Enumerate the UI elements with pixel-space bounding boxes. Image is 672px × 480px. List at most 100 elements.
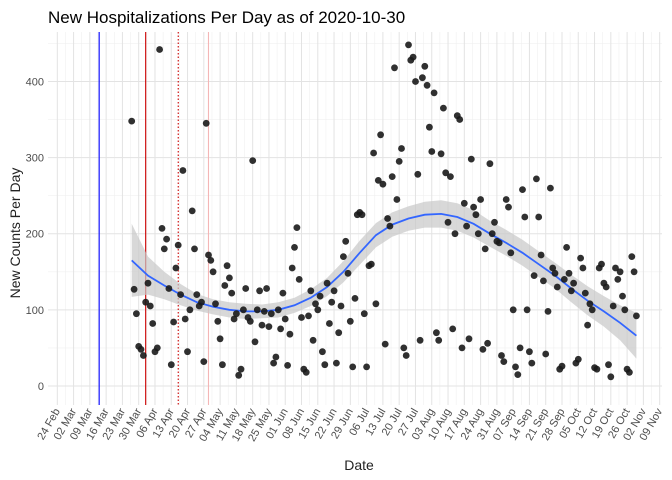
data-point: [512, 363, 519, 371]
data-point: [242, 285, 250, 292]
data-point: [502, 196, 510, 203]
data-point: [253, 306, 261, 314]
data-point: [323, 279, 331, 287]
data-point: [537, 251, 545, 259]
data-point: [477, 196, 484, 203]
data-point: [398, 145, 405, 152]
data-point: [344, 269, 352, 277]
data-point: [523, 306, 531, 314]
data-point: [565, 269, 573, 277]
data-point: [263, 285, 270, 292]
data-point: [570, 279, 577, 287]
data-point: [316, 292, 324, 300]
y-tick-label: 200: [26, 229, 44, 241]
data-point: [214, 317, 222, 325]
data-point: [470, 203, 477, 211]
data-point: [219, 361, 226, 369]
data-point: [377, 131, 384, 139]
data-point: [388, 173, 396, 181]
data-point: [265, 323, 273, 330]
data-point: [186, 306, 194, 314]
data-point: [346, 317, 354, 325]
data-point: [500, 358, 508, 365]
data-point: [279, 289, 287, 297]
confidence-band-area: [131, 200, 637, 359]
data-point: [391, 64, 398, 72]
data-point: [402, 352, 410, 359]
data-point: [170, 318, 178, 326]
data-point: [621, 306, 629, 314]
data-point: [456, 116, 464, 123]
data-point: [628, 253, 636, 260]
data-point: [463, 222, 470, 230]
data-point: [433, 329, 440, 337]
data-point: [160, 245, 168, 253]
data-point: [144, 279, 152, 287]
data-point: [293, 224, 301, 232]
data-point: [333, 359, 340, 367]
data-point: [314, 306, 322, 314]
data-point: [288, 264, 296, 272]
data-point: [379, 180, 387, 188]
data-point: [444, 218, 452, 226]
data-point: [302, 368, 310, 376]
data-point: [349, 363, 357, 371]
data-point: [614, 276, 622, 283]
data-point: [284, 362, 291, 369]
data-point: [207, 257, 215, 264]
plot-area: [48, 32, 662, 405]
data-point: [626, 368, 633, 376]
data-point: [498, 352, 505, 359]
data-point: [212, 300, 219, 308]
data-point: [246, 317, 254, 325]
data-point: [233, 310, 240, 318]
data-point: [209, 268, 217, 276]
data-point: [586, 300, 594, 308]
data-point: [256, 287, 263, 295]
data-point: [514, 371, 522, 378]
data-point: [179, 167, 187, 174]
data-point: [149, 320, 157, 327]
data-point: [605, 361, 612, 369]
data-point: [200, 358, 208, 365]
data-point: [414, 170, 422, 178]
data-point: [309, 336, 317, 344]
data-point: [419, 74, 426, 82]
data-point: [465, 335, 473, 343]
data-point: [335, 329, 343, 337]
data-point: [258, 321, 266, 329]
data-point: [451, 230, 459, 238]
data-point: [153, 344, 161, 352]
data-point: [607, 373, 615, 381]
data-point: [491, 218, 498, 226]
data-point: [460, 199, 468, 207]
data-point: [370, 149, 377, 157]
data-point: [184, 348, 191, 356]
data-point: [481, 245, 489, 253]
data-point: [437, 150, 445, 158]
x-axis-title: Date: [344, 457, 374, 473]
data-point: [291, 244, 298, 251]
data-point: [426, 123, 433, 131]
data-point: [598, 260, 605, 268]
y-tick-label: 100: [26, 305, 44, 317]
data-point: [167, 361, 175, 369]
data-point: [221, 282, 229, 289]
data-point: [158, 225, 166, 232]
data-point: [633, 312, 640, 320]
data-point: [240, 306, 247, 314]
data-point: [363, 363, 370, 371]
data-point: [295, 276, 303, 283]
data-point: [577, 254, 584, 262]
data-point: [442, 169, 450, 177]
data-point: [133, 310, 140, 318]
data-point: [146, 302, 154, 310]
data-point: [474, 230, 482, 238]
data-point: [521, 213, 529, 221]
data-point: [472, 211, 480, 219]
data-point: [574, 355, 582, 363]
y-axis-ticks: 0 100 200 300 400: [26, 76, 44, 392]
data-point: [156, 46, 164, 53]
data-point: [223, 262, 231, 270]
data-point: [181, 315, 189, 323]
